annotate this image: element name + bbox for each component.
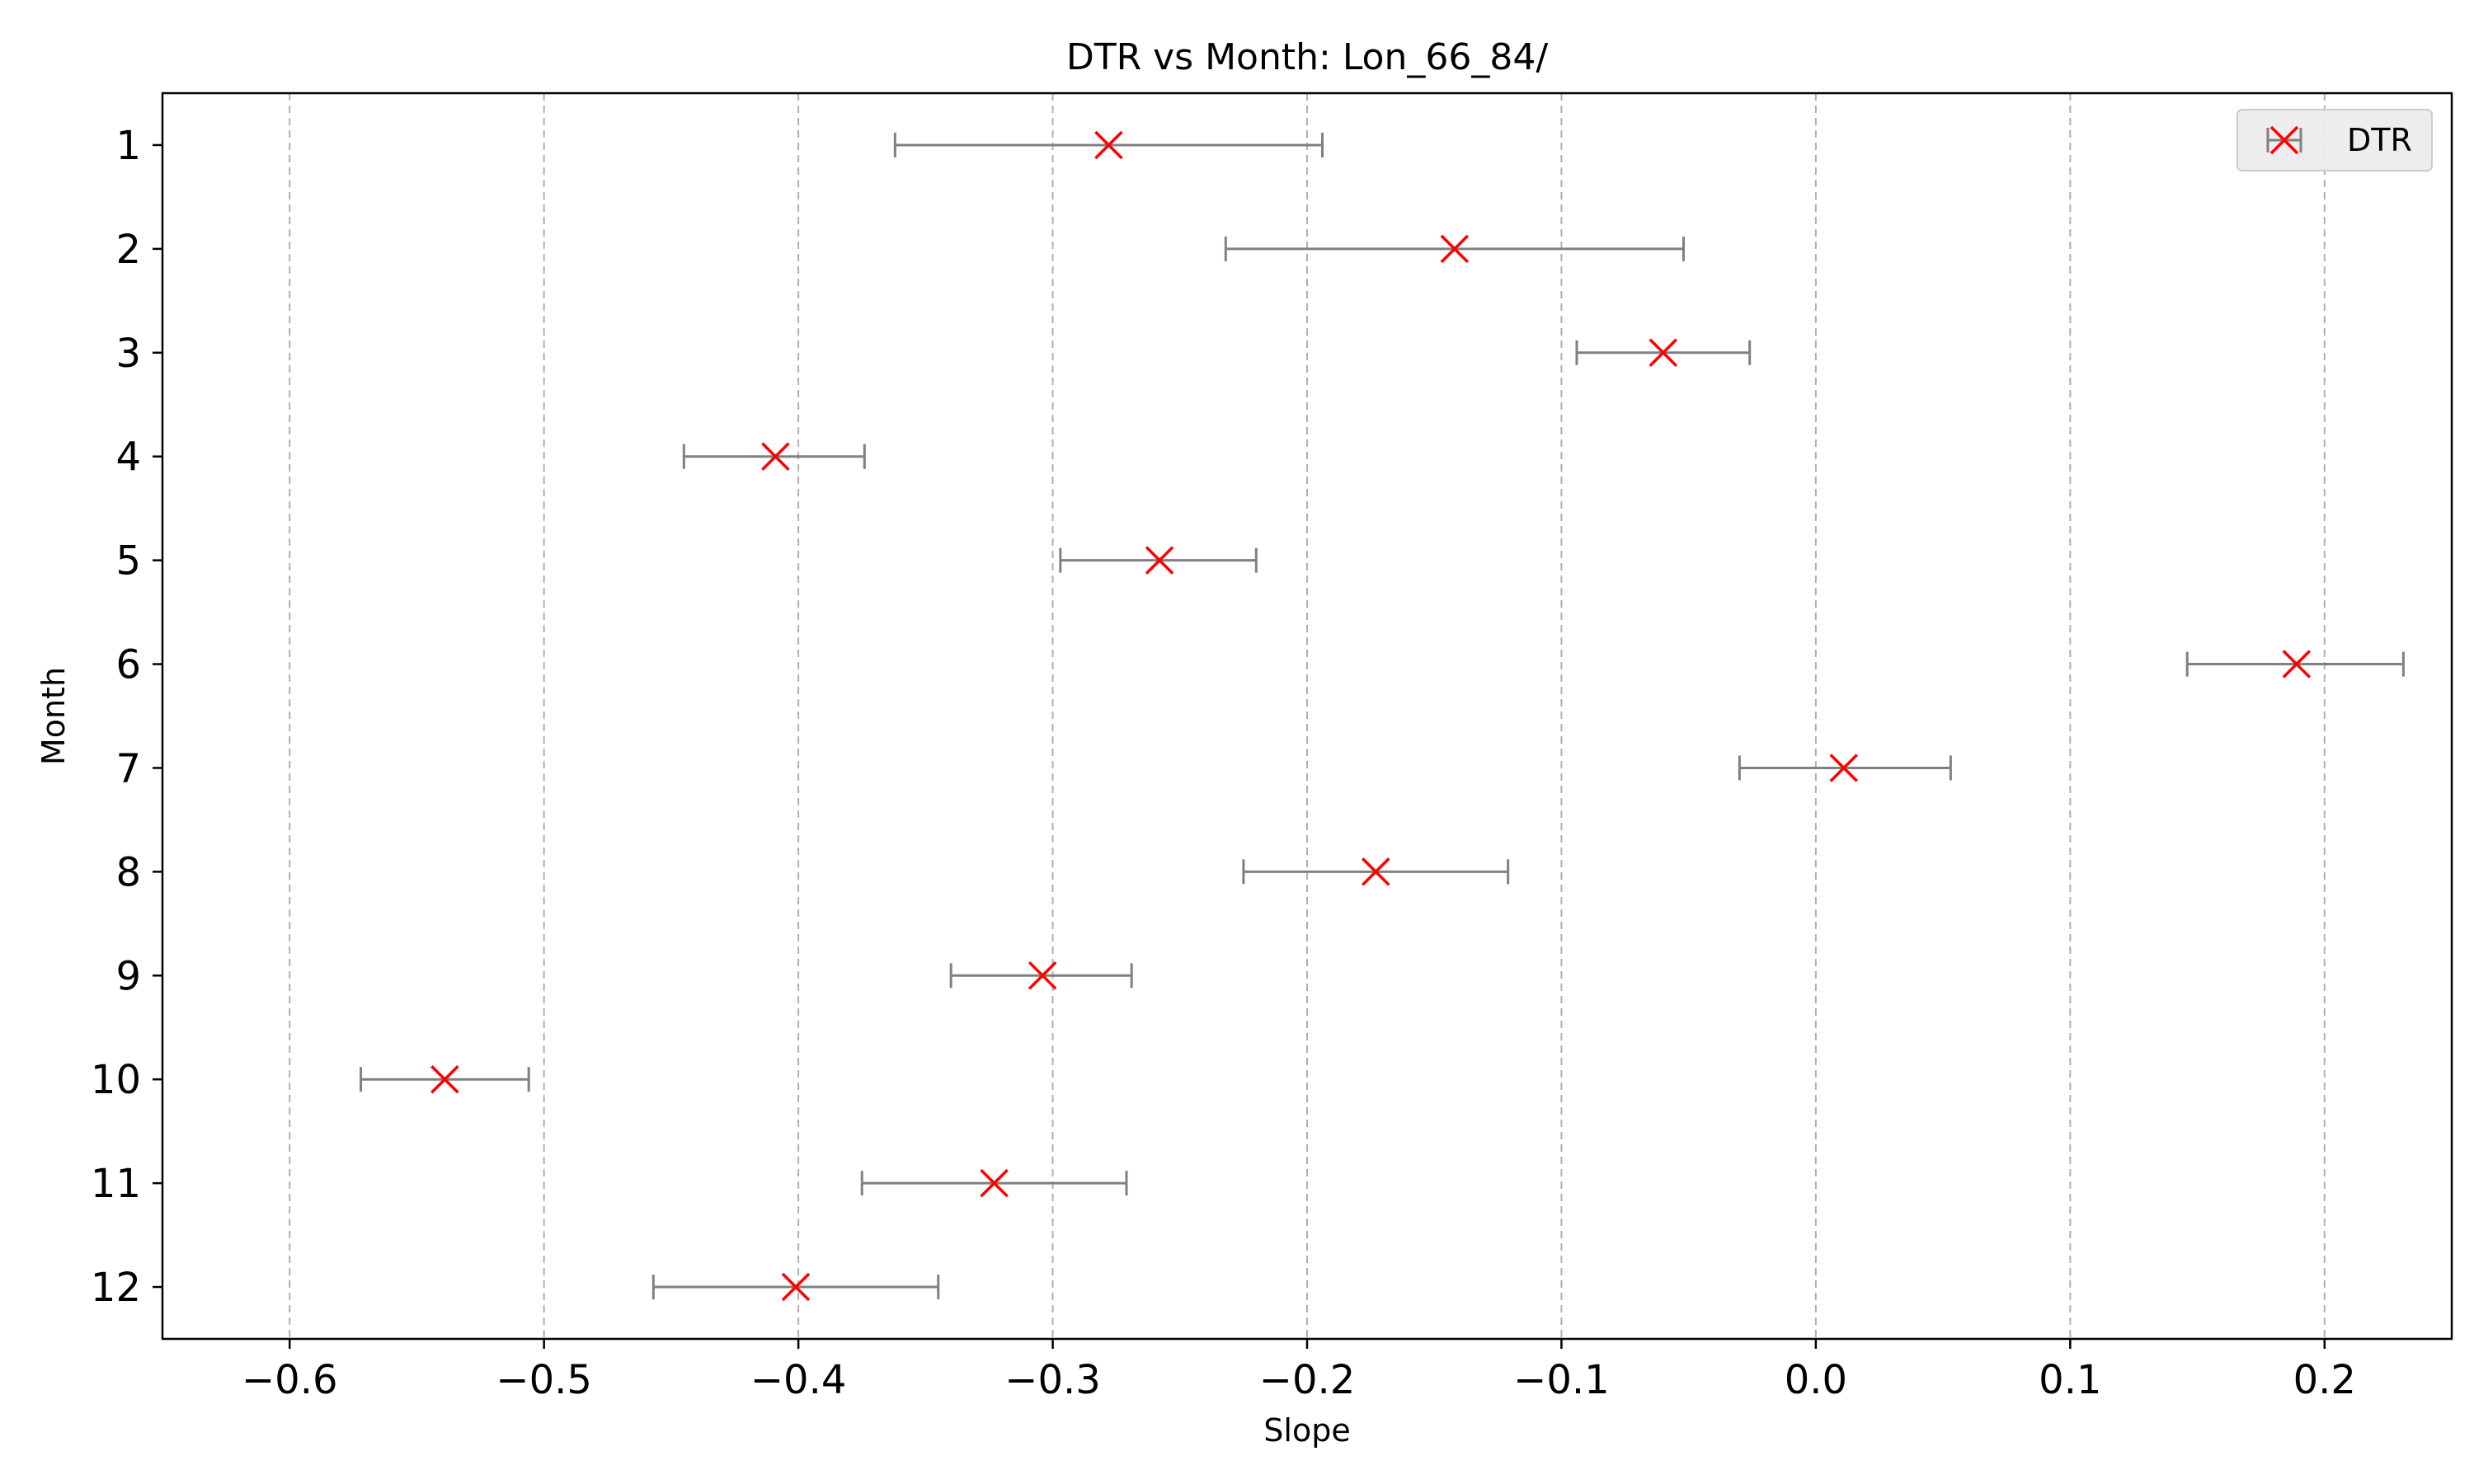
- x-tick-label: −0.6: [242, 1357, 338, 1403]
- grid-layer: [289, 93, 2326, 1339]
- data-point-marker: [1440, 234, 1470, 264]
- marker-stroke: [1028, 961, 1057, 990]
- x-tick-label: −0.5: [496, 1357, 592, 1403]
- errorbar-group: [1059, 546, 1258, 575]
- data-point-marker: [430, 1064, 459, 1094]
- data-point-marker: [1829, 754, 1859, 782]
- data-point-marker: [1649, 338, 1678, 368]
- data-layer: [360, 130, 2405, 1302]
- marker-stroke: [2282, 650, 2312, 679]
- y-tick-label: 3: [115, 331, 141, 377]
- y-tick-label: 5: [115, 538, 141, 585]
- errorbar-group: [1738, 754, 1952, 782]
- y-tick-label: 4: [115, 434, 141, 481]
- y-tick-label: 6: [115, 642, 141, 688]
- y-tick-label: 7: [115, 745, 141, 791]
- data-point-marker: [980, 1168, 1009, 1198]
- data-point-marker: [761, 442, 790, 471]
- marker-stroke: [1440, 234, 1470, 264]
- marker-stroke: [1145, 546, 1174, 575]
- errorbar-group: [651, 1272, 940, 1302]
- marker-stroke: [1829, 754, 1859, 782]
- errorbar-group: [949, 961, 1133, 990]
- marker-stroke: [1649, 338, 1678, 368]
- y-tick-label: 2: [115, 227, 141, 273]
- y-tick-label: 9: [115, 953, 141, 999]
- errorbar-group: [1575, 338, 1752, 368]
- marker-stroke: [781, 1272, 811, 1302]
- data-point-marker: [1028, 961, 1057, 990]
- errorbar-group: [682, 442, 866, 471]
- y-tick-label: 1: [115, 123, 141, 169]
- x-tick-label: 0.1: [2039, 1357, 2101, 1403]
- x-tick-label: −0.3: [1004, 1357, 1101, 1403]
- errorbar-group: [893, 130, 1324, 160]
- errorbar-group: [860, 1168, 1128, 1198]
- x-tick-label: −0.2: [1259, 1357, 1356, 1403]
- x-tick-label: 0.2: [2293, 1357, 2356, 1403]
- chart-title: DTR vs Month: Lon_66_84/: [1066, 36, 1549, 78]
- x-axis-label: Slope: [1263, 1412, 1350, 1449]
- tick-layer: −0.6 −0.5 −0.4 −0.3 −0.2 −0.1 0.0 0.1 0.21234567…: [91, 123, 2356, 1403]
- errorbar-group: [1224, 234, 1685, 264]
- legend-label: DTR: [2347, 122, 2412, 158]
- legend-marker-icon: [2266, 125, 2302, 155]
- data-point-marker: [781, 1272, 811, 1302]
- marker-stroke: [430, 1064, 459, 1094]
- y-axis-label: Month: [35, 667, 72, 765]
- y-tick-label: 8: [115, 849, 141, 895]
- errorbar-group: [2185, 650, 2405, 679]
- marker-stroke: [1362, 857, 1390, 886]
- marker-stroke: [761, 442, 790, 471]
- marker-stroke: [980, 1168, 1009, 1198]
- y-tick-label: 10: [91, 1057, 141, 1103]
- x-tick-label: 0.0: [1785, 1357, 1847, 1403]
- data-point-marker: [1362, 857, 1390, 886]
- data-point-marker: [1094, 130, 1123, 160]
- y-tick-label: 12: [91, 1265, 141, 1311]
- y-tick-label: 11: [91, 1161, 141, 1207]
- errorbar-group: [1242, 857, 1510, 886]
- legend: DTR: [2236, 109, 2433, 171]
- legend-marker-stroke: [2269, 125, 2299, 155]
- data-point-marker: [1145, 546, 1174, 575]
- x-tick-label: −0.4: [750, 1357, 847, 1403]
- marker-stroke: [1094, 130, 1123, 160]
- legend-box: [2236, 109, 2433, 171]
- errorbar-group: [360, 1064, 530, 1094]
- x-tick-label: −0.1: [1513, 1357, 1610, 1403]
- data-point-marker: [2282, 650, 2312, 679]
